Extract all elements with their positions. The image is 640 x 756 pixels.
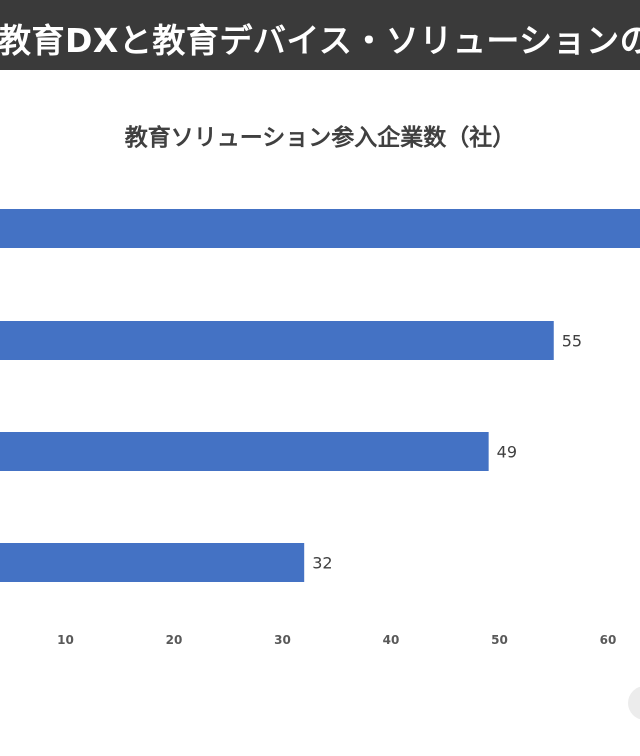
header-title: 教育DXと教育デバイス・ソリューションの: [0, 21, 640, 60]
bar-3: [0, 432, 489, 471]
x-tick-label: 20: [166, 633, 183, 647]
bar-value-label: 32: [312, 554, 332, 573]
x-tick-label: 60: [600, 633, 617, 647]
x-tick-label: 40: [383, 633, 400, 647]
x-tick-label: 10: [57, 633, 74, 647]
bar-2: [0, 321, 554, 360]
corner-circle-button[interactable]: [628, 686, 640, 720]
bar-value-label: 55: [562, 332, 582, 351]
header-bar: 教育DXと教育デバイス・ソリューションの: [0, 0, 640, 70]
bar-value-label: 49: [497, 443, 517, 462]
x-tick-label: 30: [274, 633, 291, 647]
bar-4: [0, 543, 305, 582]
chart-title: 教育ソリューション参入企業数（社）: [124, 125, 516, 151]
x-tick-label: 50: [491, 633, 508, 647]
bar-1: [0, 209, 640, 248]
